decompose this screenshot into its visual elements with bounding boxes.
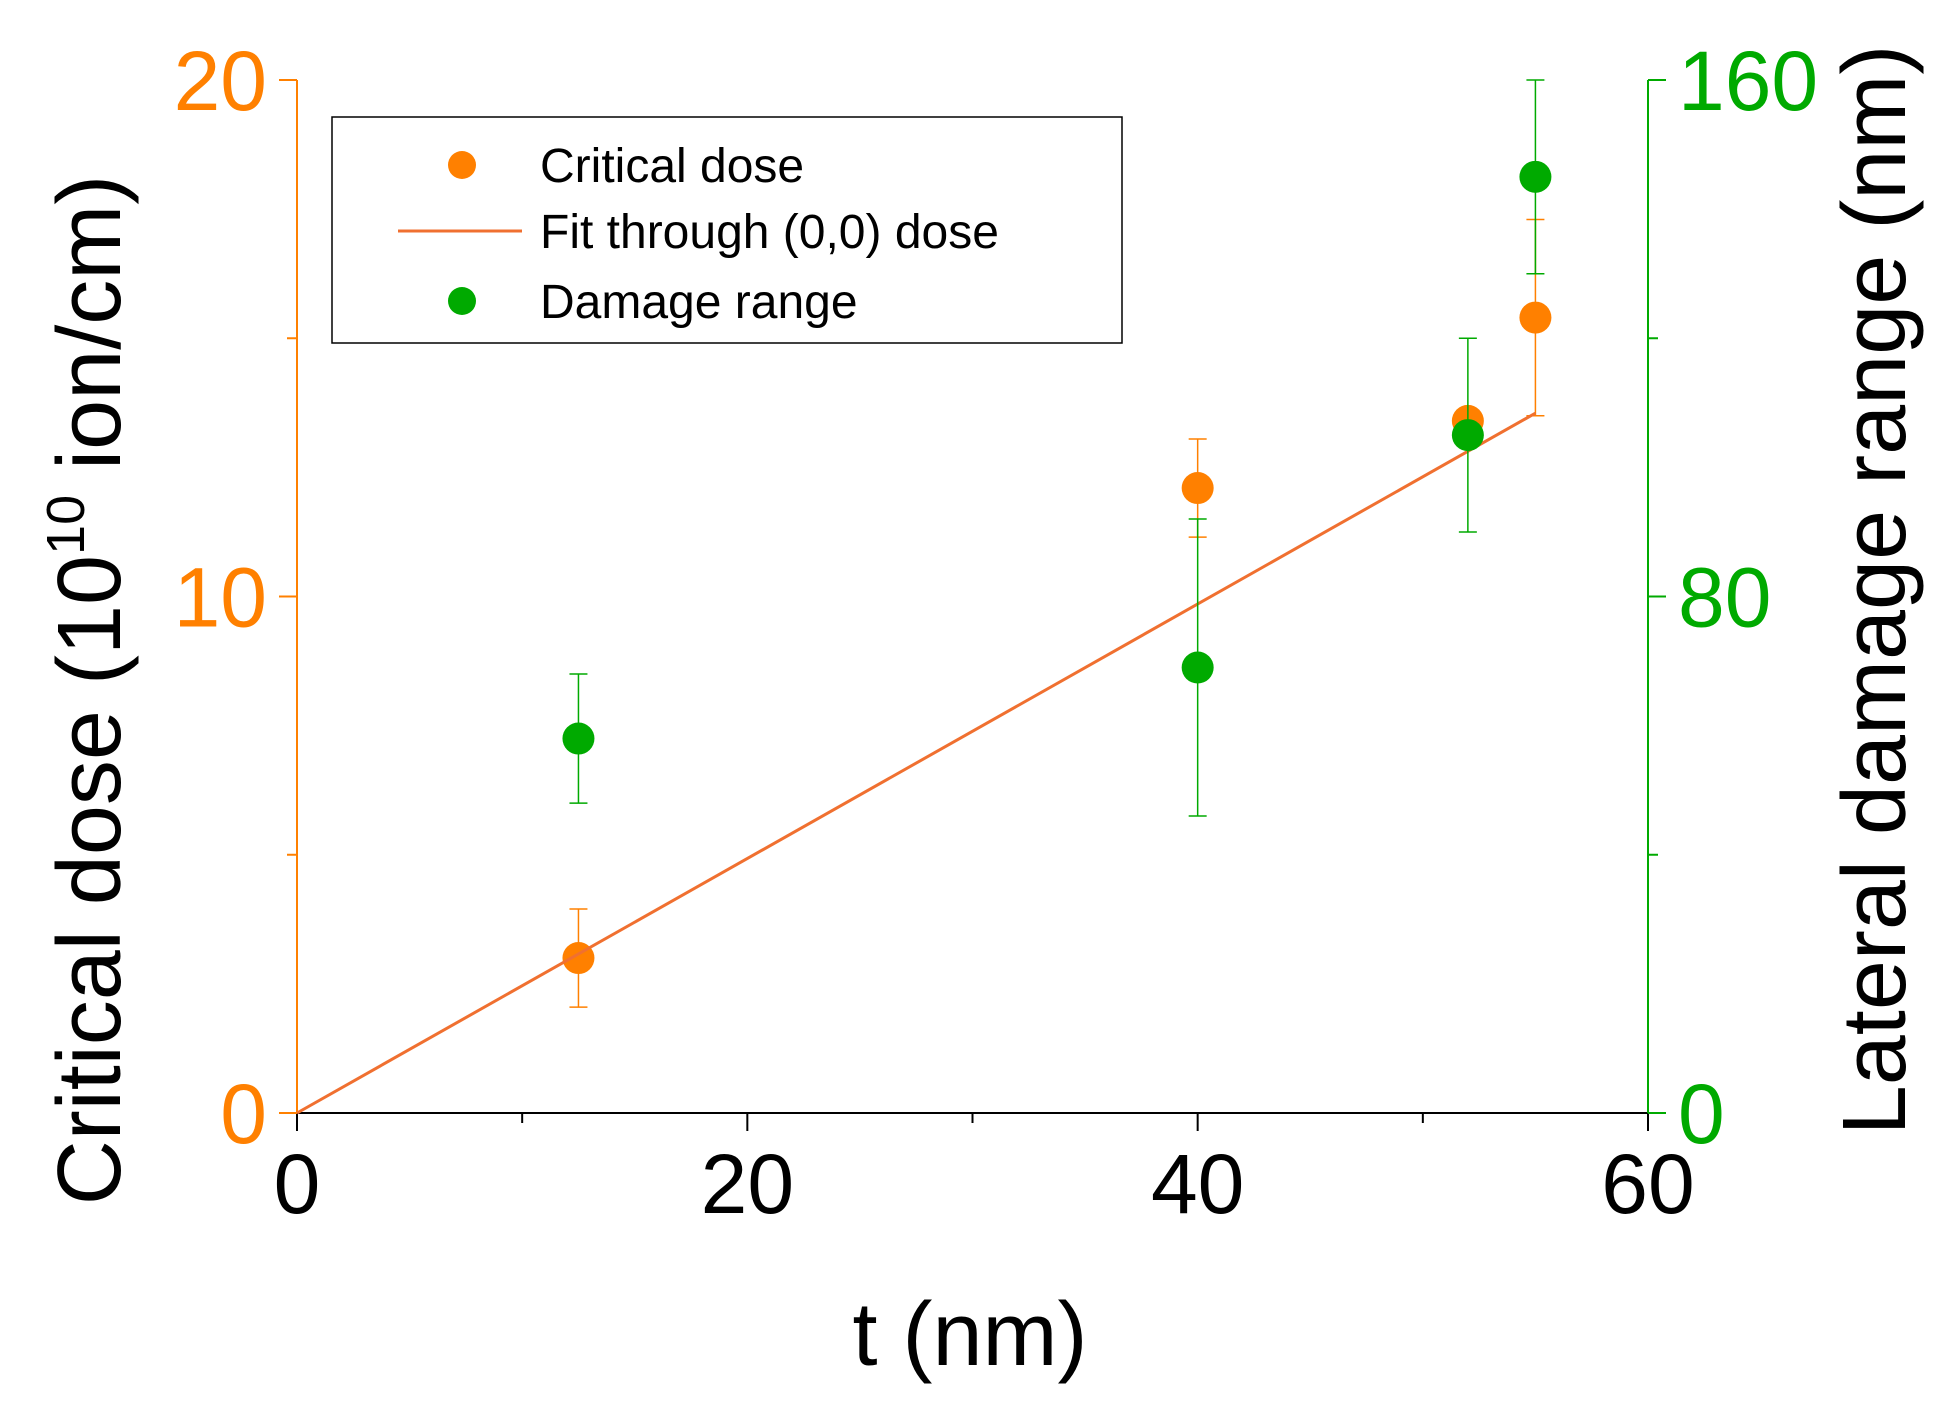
- point-damage-range: [1181, 651, 1214, 684]
- point-damage-range: [1519, 160, 1552, 193]
- legend-label-fit-line: Fit through (0,0) dose: [540, 206, 999, 259]
- x-tick-label: 0: [274, 1137, 321, 1231]
- y-left-title-main: Critical dose (10: [40, 555, 140, 1205]
- y-right-axis-title: Lateral damage range (nm): [1825, 45, 1925, 1136]
- legend-label-damage-range: Damage range: [540, 276, 858, 329]
- point-damage-range: [562, 722, 595, 755]
- x-tick-label: 60: [1601, 1137, 1694, 1231]
- y-left-tick-label: 0: [220, 1067, 267, 1161]
- y-right-tick-label: 0: [1678, 1067, 1725, 1161]
- y-left-title-sup: 10: [36, 495, 96, 555]
- y-left-axis-title: Critical dose (1010 ion/cm): [36, 175, 140, 1205]
- x-axis-title: t (nm): [853, 1285, 1088, 1385]
- x-tick-label: 20: [701, 1137, 794, 1231]
- legend-marker-damage-range: [448, 287, 476, 315]
- y-left-tick-label: 10: [174, 551, 267, 645]
- y-left-tick-label: 20: [174, 34, 267, 128]
- fit-line-fit-through-0-0-dose: [296, 411, 1537, 1115]
- legend-marker-critical-dose: [448, 151, 476, 179]
- x-tick-label: 40: [1151, 1137, 1244, 1231]
- y-right-tick-label: 80: [1678, 551, 1771, 645]
- y-left-title-tail: ion/cm): [40, 175, 140, 495]
- y-right-tick-label: 160: [1678, 34, 1818, 128]
- legend-label-critical-dose: Critical dose: [540, 140, 804, 193]
- point-critical-dose: [1181, 472, 1214, 505]
- marks-layer: [296, 79, 1552, 1115]
- point-critical-dose: [1519, 301, 1552, 334]
- legend: Critical dose Fit through (0,0) dose Dam…: [331, 116, 1123, 344]
- point-damage-range: [1451, 419, 1484, 452]
